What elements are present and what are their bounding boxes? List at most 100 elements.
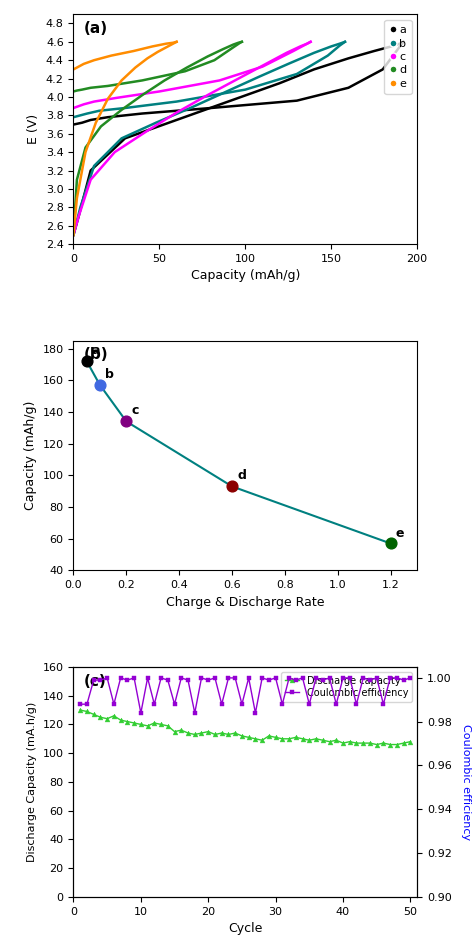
Coulombic efficiency: [118, 672, 124, 683]
Y-axis label: Coulombic efficiency: Coulombic efficiency: [461, 724, 471, 840]
Discharge capacity: [293, 732, 299, 743]
Coulombic efficiency: [219, 698, 225, 710]
Coulombic efficiency: [111, 698, 117, 710]
Y-axis label: Discharge Capacity (mA.h/g): Discharge Capacity (mA.h/g): [27, 701, 37, 862]
Discharge capacity: [360, 737, 366, 749]
Point: [123, 414, 130, 429]
Discharge capacity: [158, 718, 164, 730]
Discharge capacity: [172, 726, 177, 737]
Discharge capacity: [300, 733, 305, 744]
Point: [96, 378, 104, 393]
Discharge capacity: [394, 739, 400, 751]
Discharge capacity: [165, 720, 171, 732]
Coulombic efficiency: [333, 698, 339, 710]
Discharge capacity: [367, 737, 373, 749]
Coulombic efficiency: [394, 672, 400, 683]
Text: (c): (c): [84, 674, 107, 689]
Text: c: c: [132, 404, 139, 418]
Coulombic efficiency: [381, 698, 386, 710]
Line: Discharge capacity: Discharge capacity: [78, 708, 413, 747]
Discharge capacity: [259, 735, 265, 746]
Coulombic efficiency: [239, 698, 245, 710]
Line: Coulombic efficiency: Coulombic efficiency: [78, 676, 413, 716]
Coulombic efficiency: [307, 698, 312, 710]
X-axis label: Charge & Discharge Rate: Charge & Discharge Rate: [166, 596, 325, 608]
Coulombic efficiency: [212, 672, 218, 683]
Coulombic efficiency: [226, 672, 231, 683]
Discharge capacity: [192, 729, 198, 740]
Coulombic efficiency: [104, 672, 110, 683]
Coulombic efficiency: [125, 675, 130, 686]
Coulombic efficiency: [131, 672, 137, 683]
Discharge capacity: [333, 735, 339, 746]
Coulombic efficiency: [300, 672, 305, 683]
Text: a: a: [92, 344, 100, 357]
Coulombic efficiency: [387, 672, 393, 683]
Discharge capacity: [145, 720, 150, 732]
Discharge capacity: [104, 713, 110, 724]
Coulombic efficiency: [152, 698, 157, 710]
Coulombic efficiency: [205, 675, 211, 686]
Discharge capacity: [226, 729, 231, 740]
Coulombic efficiency: [77, 698, 83, 710]
Y-axis label: Capacity (mAh/g): Capacity (mAh/g): [24, 400, 37, 511]
Discharge capacity: [347, 736, 353, 748]
Text: (b): (b): [84, 347, 109, 363]
Coulombic efficiency: [199, 672, 204, 683]
Coulombic efficiency: [259, 672, 265, 683]
Coulombic efficiency: [408, 672, 413, 683]
Coulombic efficiency: [286, 672, 292, 683]
Discharge capacity: [84, 706, 90, 717]
Discharge capacity: [77, 704, 83, 716]
Coulombic efficiency: [293, 675, 299, 686]
Discharge capacity: [91, 709, 97, 720]
Y-axis label: E (V): E (V): [27, 114, 40, 144]
Discharge capacity: [387, 739, 393, 751]
Discharge capacity: [354, 737, 359, 749]
Discharge capacity: [98, 712, 103, 723]
Text: d: d: [237, 470, 246, 482]
Discharge capacity: [313, 733, 319, 744]
Coulombic efficiency: [280, 698, 285, 710]
Discharge capacity: [408, 736, 413, 748]
Coulombic efficiency: [145, 672, 150, 683]
Coulombic efficiency: [172, 698, 177, 710]
Point: [387, 536, 394, 551]
Discharge capacity: [138, 718, 144, 730]
Legend: Discharge capacity, Coulombic efficiency: Discharge capacity, Coulombic efficiency: [281, 672, 412, 701]
Discharge capacity: [280, 733, 285, 744]
Coulombic efficiency: [354, 698, 359, 710]
Discharge capacity: [152, 717, 157, 729]
Point: [83, 354, 91, 369]
Discharge capacity: [381, 737, 386, 749]
Coulombic efficiency: [401, 675, 407, 686]
Coulombic efficiency: [340, 672, 346, 683]
Discharge capacity: [131, 717, 137, 729]
Discharge capacity: [374, 739, 380, 751]
Coulombic efficiency: [313, 672, 319, 683]
Coulombic efficiency: [178, 672, 184, 683]
Coulombic efficiency: [253, 707, 258, 718]
Discharge capacity: [232, 727, 238, 738]
Discharge capacity: [327, 736, 332, 748]
Discharge capacity: [199, 727, 204, 738]
Discharge capacity: [340, 737, 346, 749]
Coulombic efficiency: [360, 672, 366, 683]
Coulombic efficiency: [91, 675, 97, 686]
Coulombic efficiency: [327, 672, 332, 683]
Discharge capacity: [185, 727, 191, 738]
Text: (a): (a): [84, 21, 108, 36]
Discharge capacity: [286, 733, 292, 744]
Discharge capacity: [212, 729, 218, 740]
Discharge capacity: [246, 732, 252, 743]
Coulombic efficiency: [232, 672, 238, 683]
Coulombic efficiency: [185, 675, 191, 686]
Discharge capacity: [111, 710, 117, 721]
Coulombic efficiency: [165, 675, 171, 686]
Discharge capacity: [118, 715, 124, 726]
Coulombic efficiency: [158, 672, 164, 683]
Text: b: b: [105, 368, 114, 381]
Discharge capacity: [320, 735, 326, 746]
Coulombic efficiency: [320, 675, 326, 686]
Point: [228, 479, 236, 494]
